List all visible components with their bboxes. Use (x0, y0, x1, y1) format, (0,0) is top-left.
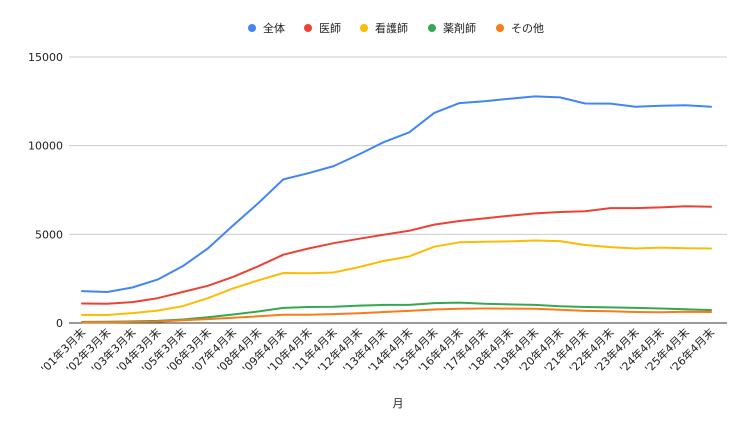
chart-legend: 全体 医師 看護師 薬剤師 その他 (248, 21, 544, 35)
series-line (81, 205, 712, 305)
y-axis-ticks: 0 5000 10000 15000 (28, 51, 63, 330)
series-line (81, 95, 712, 293)
chart-series-lines (81, 95, 712, 324)
x-axis-title: 月 (393, 397, 404, 410)
x-axis-ticks: '01年3月末'02年3月末'03年3月末'04年3月末'05年3月末'06年3… (38, 325, 717, 375)
y-tick-label: 0 (56, 317, 63, 330)
legend-swatch (428, 24, 436, 32)
y-tick-label: 15000 (28, 51, 63, 64)
legend-label: その他 (511, 22, 544, 35)
series-line (81, 307, 712, 324)
legend-label: 看護師 (375, 21, 408, 35)
chart-grid (69, 56, 727, 324)
legend-label: 医師 (319, 22, 341, 35)
legend-swatch (496, 24, 504, 32)
legend-swatch (248, 24, 256, 32)
y-tick-label: 10000 (28, 140, 63, 153)
series-line (81, 239, 712, 316)
y-tick-label: 5000 (35, 228, 63, 241)
legend-swatch (360, 24, 368, 32)
legend-label: 全体 (263, 21, 285, 35)
legend-swatch (304, 24, 312, 32)
legend-label: 薬剤師 (443, 21, 476, 35)
